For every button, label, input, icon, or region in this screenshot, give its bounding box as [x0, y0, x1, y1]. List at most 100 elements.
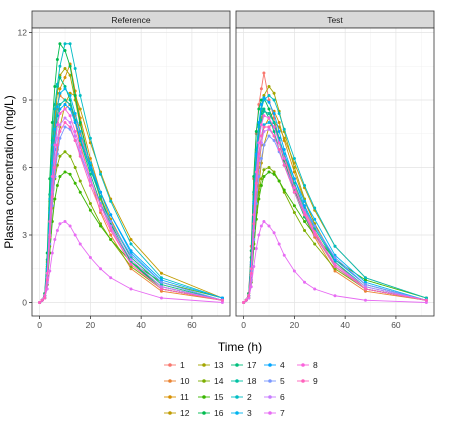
- data-point-16: [78, 121, 82, 124]
- data-point-4: [333, 258, 337, 262]
- data-point-6: [68, 121, 72, 124]
- data-point-2: [277, 112, 281, 115]
- data-point-14: [333, 267, 337, 271]
- legend-label: 10: [180, 376, 190, 386]
- x-tick-label: 60: [187, 320, 197, 330]
- x-tick-label: 0: [37, 320, 42, 330]
- data-point-13: [267, 85, 271, 88]
- data-point-9: [249, 271, 253, 275]
- data-point-3: [303, 199, 307, 203]
- data-point-7: [129, 287, 133, 291]
- data-point-16: [53, 85, 57, 88]
- legend-label: 8: [313, 360, 318, 370]
- data-point-3: [55, 105, 59, 109]
- data-point-8: [58, 112, 62, 115]
- data-point-7: [257, 233, 261, 237]
- panel-test: Test 0 20 40 60: [235, 10, 435, 330]
- y-tick-label: 3: [22, 230, 27, 240]
- data-point-16: [55, 58, 59, 61]
- data-point-13: [262, 94, 266, 97]
- data-point-4: [220, 296, 224, 300]
- data-point-9: [63, 121, 67, 124]
- y-tick-label: 9: [22, 95, 27, 105]
- data-point-7: [48, 269, 52, 273]
- legend-key-point: [235, 379, 239, 383]
- data-point-2: [424, 296, 428, 300]
- data-point-9: [333, 265, 337, 268]
- data-point-16: [63, 49, 67, 52]
- data-point-3: [363, 280, 367, 284]
- legend-key-point: [268, 395, 272, 399]
- data-point-7: [303, 280, 307, 284]
- data-point-9: [220, 298, 224, 302]
- legend-key-point: [235, 395, 239, 399]
- legend-label: 5: [280, 376, 285, 386]
- legend: 1 10 11 12 13 14 15 16 17 18 2 3 4 5 6 7 8 9: [164, 360, 318, 418]
- data-point-8: [277, 141, 281, 145]
- data-point-14: [267, 166, 271, 169]
- data-point-4: [159, 278, 163, 282]
- data-point-5: [262, 143, 266, 147]
- data-point-9: [38, 301, 42, 304]
- data-point-3: [262, 123, 266, 127]
- data-point-9: [99, 208, 103, 212]
- data-point-5: [259, 157, 263, 160]
- legend-label: 14: [214, 376, 224, 386]
- data-point-14: [73, 166, 77, 169]
- data-point-16: [259, 98, 263, 102]
- data-point-15: [262, 175, 266, 178]
- data-point-4: [129, 249, 133, 253]
- legend-label: 12: [180, 408, 190, 418]
- data-point-15: [303, 220, 307, 223]
- data-point-2: [109, 199, 113, 203]
- data-point-2: [159, 276, 163, 280]
- data-point-15: [58, 175, 62, 178]
- data-point-10: [333, 269, 337, 273]
- data-point-5: [257, 175, 261, 178]
- data-point-16: [257, 107, 261, 111]
- data-point-3: [63, 87, 67, 91]
- data-point-4: [88, 166, 92, 169]
- data-point-13: [68, 73, 72, 77]
- data-point-18: [292, 181, 296, 185]
- data-point-5: [109, 220, 113, 223]
- data-point-9: [40, 298, 44, 302]
- data-point-16: [254, 130, 258, 133]
- data-point-9: [292, 190, 296, 194]
- data-point-2: [282, 127, 286, 131]
- data-point-8: [282, 157, 286, 160]
- legend-key-point: [235, 363, 239, 367]
- data-point-7: [63, 220, 67, 223]
- legend-label: 9: [313, 376, 318, 386]
- data-point-18: [262, 109, 266, 113]
- data-point-15: [55, 184, 59, 187]
- data-point-13: [272, 91, 276, 95]
- data-point-14: [78, 179, 82, 183]
- data-point-5: [333, 256, 337, 259]
- data-point-3: [88, 161, 92, 165]
- data-point-7: [68, 224, 72, 228]
- legend-key-point: [202, 379, 206, 383]
- data-point-2: [68, 42, 72, 46]
- x-tick-label: 40: [340, 320, 350, 330]
- x-tick-label: 40: [136, 320, 146, 330]
- legend-key-point: [268, 379, 272, 383]
- data-point-4: [277, 130, 281, 133]
- data-point-4: [109, 213, 113, 217]
- data-point-2: [272, 98, 276, 102]
- data-point-2: [78, 94, 82, 97]
- data-point-6: [363, 285, 367, 289]
- data-point-9: [363, 287, 367, 291]
- legend-key-point: [301, 379, 305, 383]
- data-point-10: [363, 289, 367, 293]
- data-point-5: [267, 134, 271, 138]
- data-point-1: [262, 71, 266, 75]
- data-point-8: [259, 123, 263, 127]
- legend-label: 3: [247, 408, 252, 418]
- data-point-10: [109, 233, 113, 237]
- data-point-15: [282, 188, 286, 192]
- data-point-9: [252, 222, 256, 226]
- data-point-7: [220, 301, 224, 304]
- data-point-8: [53, 143, 57, 147]
